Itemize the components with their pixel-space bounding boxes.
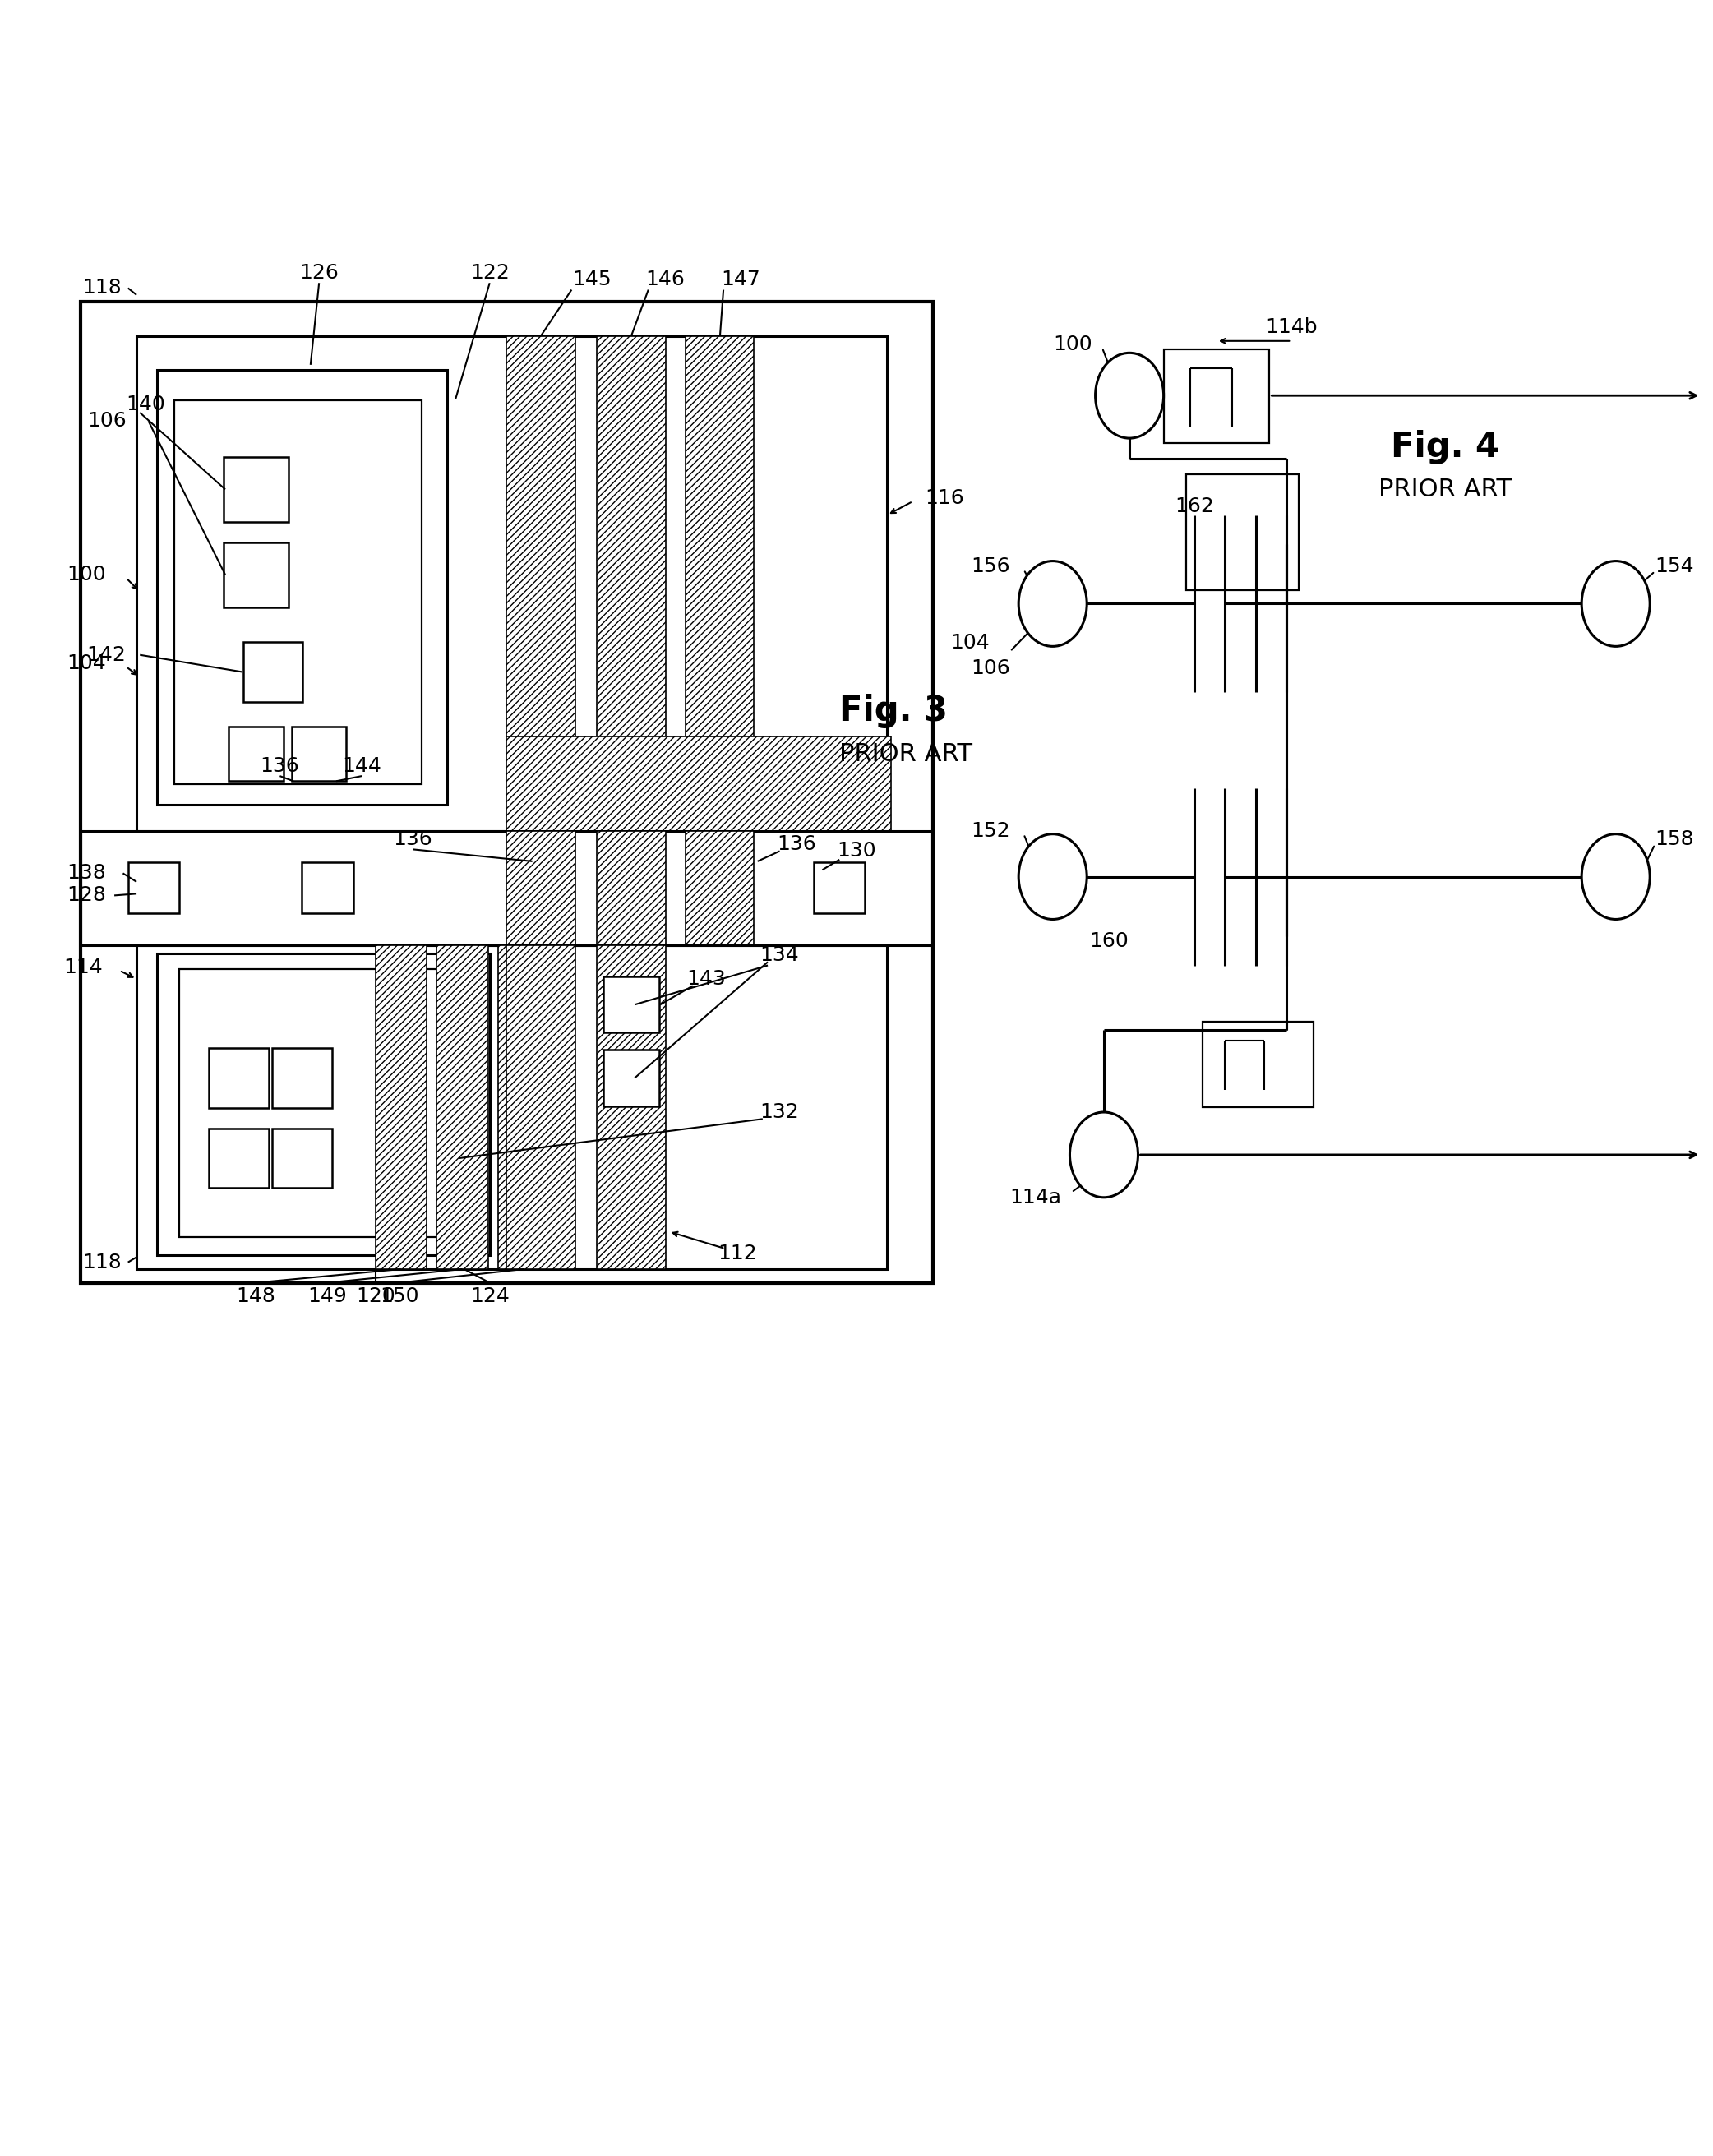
Bar — [498, 944, 550, 1270]
Text: 136: 136 — [394, 830, 432, 849]
Text: 112: 112 — [718, 1244, 757, 1263]
Bar — [180, 968, 457, 1238]
Bar — [685, 336, 754, 830]
Bar — [598, 336, 665, 830]
Text: 114b: 114b — [1266, 317, 1317, 336]
Bar — [507, 336, 576, 830]
Bar — [1185, 474, 1298, 591]
Bar — [598, 830, 665, 944]
Text: 147: 147 — [721, 270, 761, 289]
Bar — [272, 1048, 332, 1108]
Bar — [81, 830, 934, 944]
Text: 150: 150 — [380, 1287, 418, 1307]
Bar — [291, 727, 346, 780]
Text: 136: 136 — [778, 834, 817, 854]
Text: 162: 162 — [1175, 496, 1215, 515]
Text: 142: 142 — [87, 645, 127, 664]
Text: 114a: 114a — [1009, 1188, 1062, 1207]
Text: 134: 134 — [761, 944, 800, 966]
Bar — [814, 862, 865, 914]
Bar — [243, 642, 303, 703]
Text: 118: 118 — [82, 1253, 122, 1272]
Ellipse shape — [1019, 561, 1086, 647]
Bar — [137, 336, 887, 830]
Bar — [128, 862, 180, 914]
Text: 149: 149 — [308, 1287, 348, 1307]
Text: 158: 158 — [1655, 830, 1694, 849]
Text: 145: 145 — [572, 270, 612, 289]
Text: Fig. 3: Fig. 3 — [839, 694, 947, 729]
Text: 104: 104 — [951, 634, 990, 653]
Bar — [81, 302, 934, 1283]
Text: 106: 106 — [971, 660, 1011, 679]
Text: 146: 146 — [646, 270, 685, 289]
Text: 138: 138 — [67, 862, 106, 884]
Text: 148: 148 — [236, 1287, 276, 1307]
Text: 128: 128 — [67, 886, 106, 906]
Text: 100: 100 — [67, 565, 106, 584]
Ellipse shape — [1019, 834, 1086, 918]
Ellipse shape — [1581, 561, 1650, 647]
Bar — [223, 457, 288, 522]
Text: 143: 143 — [687, 970, 726, 990]
Text: 118: 118 — [82, 278, 122, 298]
Ellipse shape — [1581, 834, 1650, 918]
Text: 132: 132 — [761, 1102, 800, 1121]
Bar — [507, 830, 576, 944]
Text: 106: 106 — [87, 412, 127, 431]
Bar — [272, 1128, 332, 1188]
Text: 122: 122 — [469, 263, 509, 282]
Bar — [137, 944, 887, 1270]
Text: 140: 140 — [127, 395, 166, 414]
Text: 130: 130 — [838, 841, 875, 860]
Bar — [507, 944, 576, 1270]
Bar — [301, 862, 353, 914]
Bar — [1163, 349, 1269, 444]
Text: 114: 114 — [63, 957, 103, 977]
Bar — [158, 371, 447, 804]
Text: 156: 156 — [971, 556, 1011, 576]
Bar — [209, 1128, 269, 1188]
Bar — [598, 944, 665, 1270]
Text: 126: 126 — [300, 263, 339, 282]
Bar — [158, 953, 490, 1255]
Text: 136: 136 — [260, 757, 300, 776]
Text: PRIOR ART: PRIOR ART — [839, 742, 973, 765]
Bar — [375, 944, 427, 1270]
Text: 100: 100 — [1053, 334, 1091, 354]
Text: PRIOR ART: PRIOR ART — [1379, 476, 1511, 502]
Text: Fig. 4: Fig. 4 — [1391, 429, 1499, 464]
Bar — [507, 737, 891, 830]
Bar — [603, 977, 660, 1033]
Text: 160: 160 — [1089, 931, 1129, 951]
Bar — [223, 543, 288, 608]
Text: 116: 116 — [925, 487, 964, 509]
Ellipse shape — [1071, 1112, 1137, 1197]
Text: 144: 144 — [343, 757, 382, 776]
Bar — [209, 1048, 269, 1108]
Ellipse shape — [1095, 354, 1163, 438]
Text: 154: 154 — [1655, 556, 1694, 576]
Text: 120: 120 — [356, 1287, 396, 1307]
Bar — [175, 401, 421, 785]
Bar — [685, 830, 754, 944]
Bar — [437, 944, 488, 1270]
Bar — [603, 1050, 660, 1106]
Text: 124: 124 — [469, 1287, 509, 1307]
Text: 104: 104 — [67, 653, 106, 673]
Bar — [1203, 1022, 1314, 1106]
Bar — [228, 727, 283, 780]
Text: 152: 152 — [971, 821, 1011, 841]
